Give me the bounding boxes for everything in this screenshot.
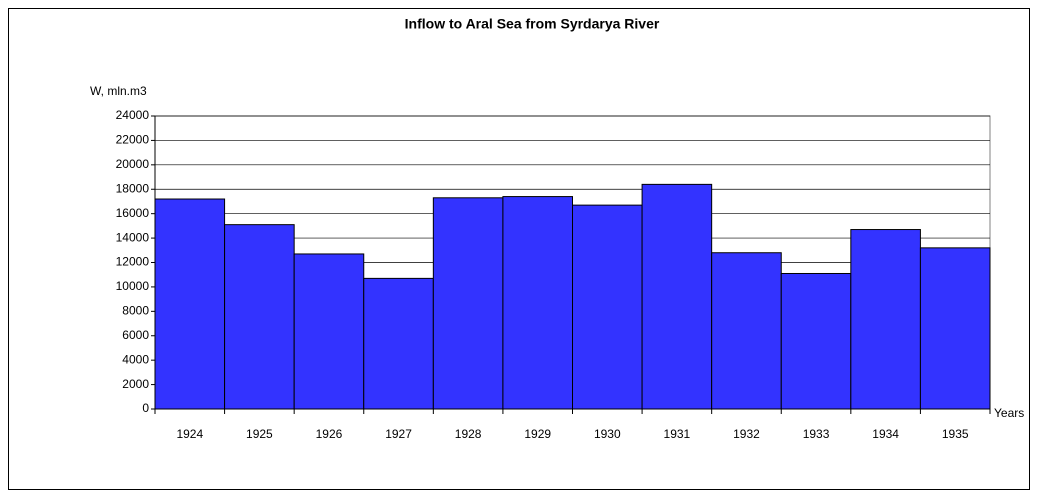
y-tick-label: 16000 [116,206,150,220]
y-tick-label: 14000 [116,230,150,244]
y-tick-label: 6000 [122,328,149,342]
bar [293,253,365,410]
bar [641,183,713,410]
y-tick-label: 2000 [122,377,149,391]
chart-title: Inflow to Aral Sea from Syrdarya River [405,16,660,32]
x-tick-label: 1930 [594,427,621,441]
x-tick-label: 1933 [803,427,830,441]
x-tick-label: 1924 [176,427,203,441]
y-tick-label: 12000 [116,255,150,269]
x-tick-label: 1934 [872,427,899,441]
bar [711,252,782,410]
bar [224,224,295,410]
bar [502,196,573,410]
bar [363,277,434,410]
bar [432,197,504,410]
bar [154,198,226,410]
y-tick-label: 8000 [122,304,149,318]
x-tick-label: 1927 [385,427,412,441]
y-tick-label: 18000 [116,181,150,195]
bar [780,272,852,410]
x-tick-label: 1935 [942,427,969,441]
bar [572,204,643,410]
bar [850,229,921,410]
x-tick-label: 1928 [455,427,482,441]
y-tick-label: 20000 [116,157,150,171]
x-tick-label: 1931 [664,427,691,441]
y-tick-label: 4000 [122,352,149,366]
x-tick-label: 1932 [733,427,760,441]
x-tick-label: 1926 [316,427,343,441]
y-tick-label: 24000 [116,108,150,122]
y-tick-label: 10000 [116,279,150,293]
x-tick-label: 1929 [524,427,551,441]
x-axis-label: Years [994,406,1024,420]
y-axis-label: W, mln.m3 [90,84,147,98]
y-tick-label: 0 [142,401,149,415]
y-tick-label: 22000 [116,133,150,147]
bar [919,247,991,410]
x-tick-label: 1925 [246,427,273,441]
